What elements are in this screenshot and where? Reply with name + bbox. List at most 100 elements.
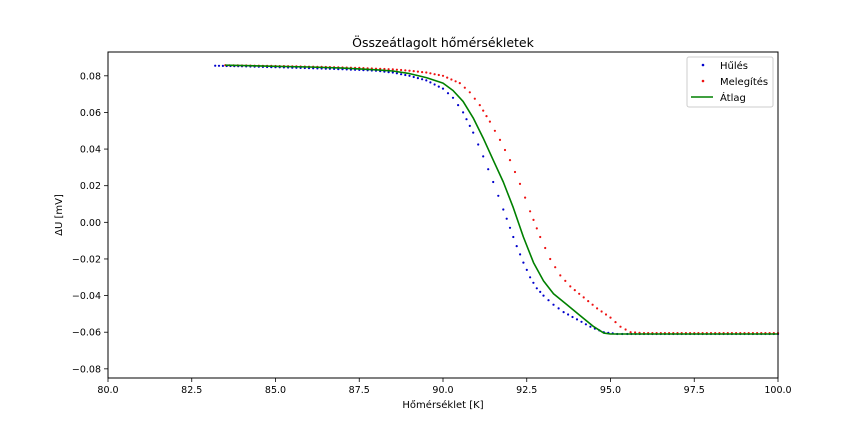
x-tick-label: 85.0: [265, 385, 286, 396]
x-tick-label: 100.0: [764, 385, 791, 396]
data-point: [454, 80, 457, 83]
data-point: [425, 71, 428, 74]
data-point: [408, 74, 411, 77]
data-point: [578, 292, 581, 295]
data-point: [482, 109, 485, 112]
data-point: [412, 75, 415, 79]
data-point: [600, 310, 603, 313]
data-point: [485, 115, 488, 118]
data-point: [497, 194, 500, 197]
data-point: [462, 111, 465, 114]
data-point: [412, 70, 415, 73]
data-point: [564, 279, 567, 282]
data-point: [488, 120, 491, 123]
x-tick-label: 95.0: [600, 385, 621, 396]
data-point: [416, 70, 419, 73]
data-point: [532, 281, 535, 284]
data-point: [214, 64, 217, 67]
legend-marker-cooling: [701, 63, 705, 67]
data-point: [557, 307, 560, 310]
data-point: [549, 257, 552, 261]
data-point: [539, 290, 542, 293]
data-point: [554, 266, 557, 269]
axes-frame: [107, 51, 779, 379]
data-point: [478, 104, 481, 107]
data-point: [468, 91, 471, 94]
data-point: [463, 86, 466, 89]
data-point: [404, 73, 407, 77]
data-point: [429, 81, 432, 84]
data-point: [400, 68, 403, 72]
data-point: [589, 325, 592, 328]
data-point: [421, 78, 424, 81]
data-point: [614, 321, 617, 324]
data-point: [391, 71, 394, 74]
data-point: [395, 68, 398, 71]
data-point: [582, 296, 585, 299]
data-point: [482, 155, 485, 158]
data-point: [591, 303, 594, 306]
data-point: [629, 331, 632, 334]
data-point: [525, 268, 528, 271]
data-point: [503, 148, 507, 152]
data-point: [477, 143, 480, 146]
data-point: [505, 217, 508, 220]
y-tick-label: −0.06: [72, 328, 101, 339]
y-tick-label: 0.08: [80, 71, 101, 82]
data-point: [446, 92, 450, 95]
data-point: [596, 307, 599, 310]
data-point: [437, 73, 440, 77]
data-point: [609, 316, 612, 319]
legend: Hűlés Melegítés Átlag: [686, 56, 774, 108]
data-point: [571, 315, 574, 319]
data-point: [542, 294, 545, 297]
data-point: [515, 245, 518, 248]
data-point: [217, 64, 221, 67]
data-point: [575, 318, 579, 321]
data-point: [518, 182, 522, 185]
data-point: [492, 180, 495, 184]
data-point: [457, 104, 460, 107]
y-axis-label: ΔU [mV]: [54, 194, 65, 236]
data-point: [535, 287, 538, 290]
data-point: [547, 299, 550, 302]
legend-label-cooling: Hűlés: [720, 60, 748, 72]
data-point: [465, 118, 468, 121]
chart-title: Összeátlagolt hőmérsékletek: [352, 34, 535, 50]
y-tick-label: 0.02: [80, 181, 101, 192]
legend-box: [686, 56, 774, 108]
data-point: [408, 69, 411, 72]
data-point: [519, 253, 522, 256]
y-tick-label: −0.02: [72, 254, 101, 265]
series-line-average: [225, 64, 778, 335]
data-point: [493, 129, 496, 132]
y-tick-label: −0.04: [72, 291, 101, 302]
data-point: [221, 64, 224, 67]
data-point: [522, 261, 525, 264]
data-point: [529, 276, 532, 279]
data-point: [580, 320, 583, 323]
data-point: [391, 68, 394, 71]
data-point: [451, 96, 455, 99]
data-point: [532, 218, 535, 221]
x-tick-label: 90.0: [432, 385, 453, 396]
data-point: [498, 138, 502, 141]
data-point: [587, 300, 590, 303]
data-point: [573, 289, 576, 292]
data-point: [535, 227, 538, 230]
y-tick-label: 0.04: [80, 145, 101, 156]
data-point: [584, 323, 588, 326]
data-point: [472, 131, 475, 134]
x-tick-label: 92.5: [516, 385, 537, 396]
data-point: [400, 73, 403, 76]
data-point: [421, 71, 424, 74]
plot-area: [214, 64, 780, 336]
data-point: [433, 83, 436, 86]
legend-label-heating: Melegítés: [720, 76, 768, 88]
data-point: [433, 73, 436, 76]
data-point: [437, 85, 440, 88]
data-point: [624, 328, 627, 331]
data-point: [502, 208, 505, 211]
data-point: [512, 235, 515, 239]
